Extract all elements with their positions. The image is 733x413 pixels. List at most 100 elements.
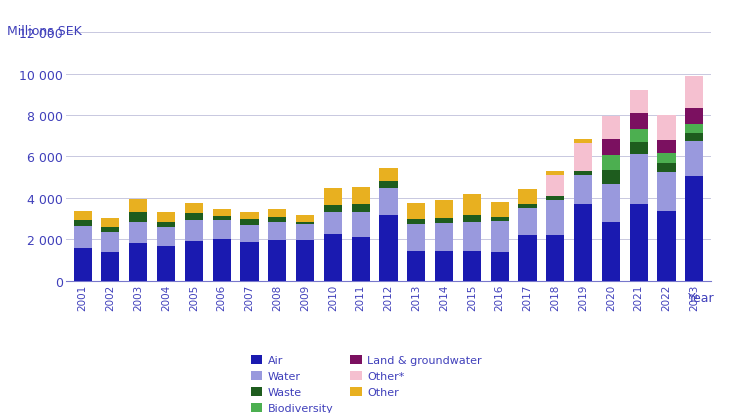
Bar <box>408 203 425 220</box>
Bar <box>463 215 481 222</box>
Bar <box>658 163 676 173</box>
Bar <box>296 240 314 281</box>
Bar <box>73 249 92 281</box>
Bar <box>546 171 564 176</box>
Bar <box>73 221 92 226</box>
Bar <box>490 217 509 221</box>
Bar <box>490 252 509 281</box>
Bar <box>268 240 287 281</box>
Legend: Air, Water, Waste, Biodiversity, Land & groundwater, Other*, Other: Air, Water, Waste, Biodiversity, Land & … <box>251 355 482 413</box>
Bar <box>435 223 453 251</box>
Bar <box>185 214 203 221</box>
Bar <box>435 251 453 281</box>
Bar <box>296 224 314 240</box>
Bar <box>685 141 704 177</box>
Bar <box>240 225 259 243</box>
Bar <box>408 220 425 224</box>
Bar <box>296 222 314 224</box>
Bar <box>73 226 92 249</box>
Bar <box>380 182 397 189</box>
Bar <box>602 170 620 185</box>
Bar <box>157 227 175 247</box>
Bar <box>630 142 648 155</box>
Bar <box>463 195 481 215</box>
Bar <box>574 204 592 281</box>
Bar <box>685 177 704 281</box>
Bar <box>546 196 564 200</box>
Bar <box>518 209 537 235</box>
Bar <box>408 224 425 251</box>
Bar <box>324 189 342 206</box>
Bar <box>518 204 537 209</box>
Bar <box>630 155 648 204</box>
Bar <box>73 211 92 221</box>
Bar <box>574 140 592 143</box>
Bar <box>630 114 648 130</box>
Bar <box>157 213 175 222</box>
Bar <box>324 213 342 235</box>
Bar <box>574 143 592 171</box>
Bar <box>324 206 342 213</box>
Bar <box>296 216 314 222</box>
Bar <box>658 154 676 163</box>
Bar <box>101 233 119 252</box>
Bar <box>574 176 592 204</box>
Bar <box>380 189 397 216</box>
Bar <box>157 222 175 227</box>
Bar <box>101 228 119 233</box>
Bar <box>408 251 425 281</box>
Bar <box>380 169 397 182</box>
Bar <box>129 213 147 222</box>
Bar <box>518 235 537 281</box>
Bar <box>435 219 453 223</box>
Bar <box>463 222 481 251</box>
Bar <box>185 242 203 281</box>
Bar <box>213 217 231 221</box>
Bar <box>268 210 287 218</box>
Bar <box>658 140 676 154</box>
Bar <box>268 218 287 222</box>
Bar <box>546 235 564 281</box>
Bar <box>490 203 509 217</box>
Bar <box>602 222 620 281</box>
Bar <box>129 244 147 281</box>
Bar <box>630 204 648 281</box>
Bar <box>463 251 481 281</box>
Bar <box>213 210 231 217</box>
Bar <box>490 221 509 252</box>
Bar <box>685 108 704 125</box>
Bar <box>240 220 259 225</box>
Bar <box>546 200 564 235</box>
Bar <box>658 173 676 211</box>
Text: Millions SEK: Millions SEK <box>7 25 82 38</box>
Bar <box>546 176 564 196</box>
Bar <box>685 133 704 142</box>
Bar <box>129 199 147 213</box>
Bar <box>658 211 676 281</box>
Bar <box>352 188 369 204</box>
Bar <box>352 213 369 237</box>
Bar <box>101 218 119 228</box>
Bar <box>602 156 620 170</box>
Bar <box>574 171 592 176</box>
Bar <box>380 216 397 281</box>
Bar <box>129 222 147 244</box>
Bar <box>602 116 620 140</box>
Bar <box>630 130 648 142</box>
Bar <box>268 222 287 240</box>
Bar <box>685 125 704 133</box>
Bar <box>185 203 203 214</box>
Bar <box>518 190 537 204</box>
Bar <box>240 243 259 281</box>
Bar <box>240 213 259 220</box>
Bar <box>352 204 369 213</box>
Bar <box>658 116 676 140</box>
Bar <box>101 252 119 281</box>
Bar <box>213 221 231 240</box>
Bar <box>602 185 620 222</box>
Bar <box>602 140 620 156</box>
Bar <box>185 221 203 242</box>
Bar <box>435 200 453 219</box>
Bar <box>213 240 231 281</box>
Bar <box>685 76 704 109</box>
